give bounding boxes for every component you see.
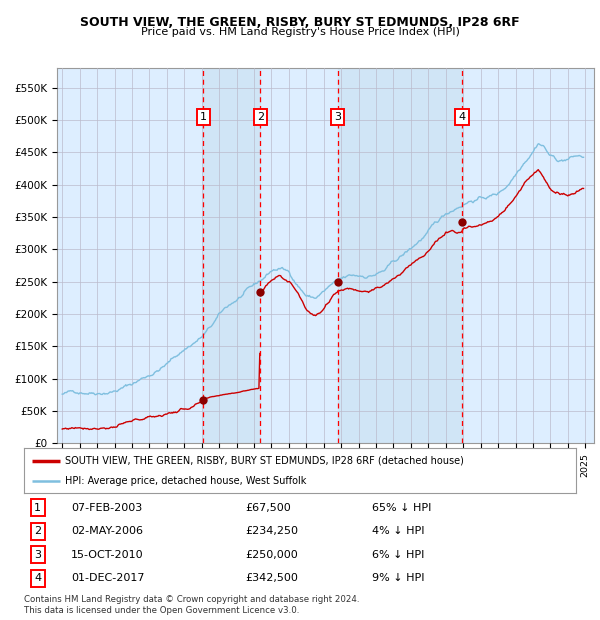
Text: 01-DEC-2017: 01-DEC-2017 [71,574,145,583]
Text: 02-MAY-2006: 02-MAY-2006 [71,526,143,536]
Text: 6% ↓ HPI: 6% ↓ HPI [372,550,424,560]
Text: 3: 3 [34,550,41,560]
Text: £234,250: £234,250 [245,526,298,536]
Text: 2: 2 [257,112,264,122]
Text: 2: 2 [34,526,41,536]
Text: 9% ↓ HPI: 9% ↓ HPI [372,574,424,583]
Text: £67,500: £67,500 [245,503,290,513]
Text: 4: 4 [458,112,466,122]
Text: Price paid vs. HM Land Registry's House Price Index (HPI): Price paid vs. HM Land Registry's House … [140,27,460,37]
Text: SOUTH VIEW, THE GREEN, RISBY, BURY ST EDMUNDS, IP28 6RF: SOUTH VIEW, THE GREEN, RISBY, BURY ST ED… [80,16,520,29]
Text: £250,000: £250,000 [245,550,298,560]
Text: 1: 1 [34,503,41,513]
Text: 15-OCT-2010: 15-OCT-2010 [71,550,143,560]
Bar [338,68,462,443]
Text: 07-FEB-2003: 07-FEB-2003 [71,503,142,513]
Bar [203,68,260,443]
Text: HPI: Average price, detached house, West Suffolk: HPI: Average price, detached house, West… [65,476,307,486]
Text: 3: 3 [334,112,341,122]
Text: 1: 1 [200,112,207,122]
Text: 4% ↓ HPI: 4% ↓ HPI [372,526,424,536]
Text: 4: 4 [34,574,41,583]
Text: SOUTH VIEW, THE GREEN, RISBY, BURY ST EDMUNDS, IP28 6RF (detached house): SOUTH VIEW, THE GREEN, RISBY, BURY ST ED… [65,456,464,466]
Text: This data is licensed under the Open Government Licence v3.0.: This data is licensed under the Open Gov… [24,606,299,616]
Text: £342,500: £342,500 [245,574,298,583]
Text: Contains HM Land Registry data © Crown copyright and database right 2024.: Contains HM Land Registry data © Crown c… [24,595,359,604]
Text: 65% ↓ HPI: 65% ↓ HPI [372,503,431,513]
